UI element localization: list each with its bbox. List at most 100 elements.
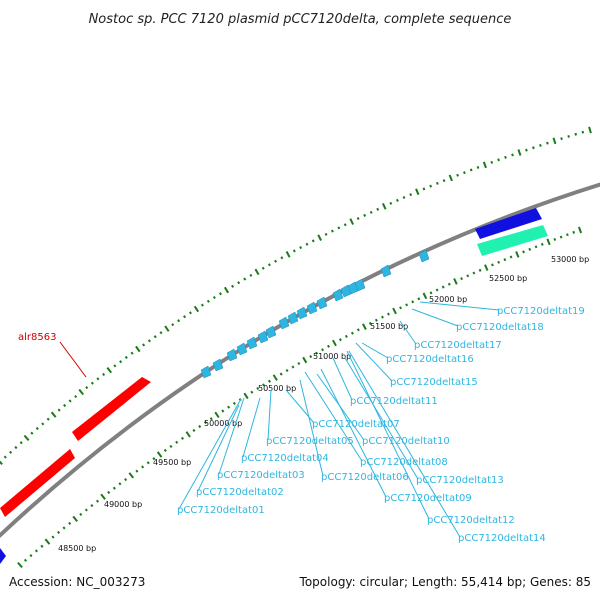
position-label: 49000 bp — [104, 500, 142, 509]
trna-arrow[interactable] — [200, 365, 212, 379]
trna-gene-cluster[interactable] — [200, 249, 430, 379]
major-tick — [193, 305, 200, 313]
trna-label[interactable]: pCC7120deltat15 — [390, 377, 478, 388]
minor-tick — [478, 268, 482, 272]
trna-label[interactable]: pCC7120deltat13 — [416, 475, 504, 486]
plasmid-backbone — [0, 182, 600, 539]
trna-label[interactable]: pCC7120deltat07 — [312, 419, 400, 430]
minor-tick — [581, 130, 585, 134]
trna-label[interactable]: pCC7120deltat10 — [362, 436, 450, 447]
minor-tick — [546, 141, 549, 145]
trna-label[interactable]: pCC7120deltat08 — [360, 457, 448, 468]
minor-tick — [560, 137, 563, 141]
major-tick — [50, 411, 57, 418]
trna-leader-line — [361, 342, 389, 359]
trna-label[interactable]: pCC7120deltat14 — [458, 533, 546, 544]
major-tick — [272, 374, 278, 381]
trna-arrow[interactable] — [236, 342, 248, 356]
major-tick — [577, 226, 583, 234]
minor-tick — [566, 233, 569, 237]
trna-label[interactable]: pCC7120deltat17 — [414, 340, 502, 351]
position-label: 48500 bp — [58, 544, 96, 553]
trna-label[interactable]: pCC7120deltat05 — [266, 436, 354, 447]
orf-red-2[interactable] — [72, 377, 151, 441]
trna-arrow[interactable] — [332, 288, 344, 302]
major-tick — [415, 188, 420, 196]
major-tick — [128, 472, 134, 479]
orf-blue-left-edge[interactable] — [0, 548, 6, 564]
minor-tick — [142, 343, 146, 347]
minor-tick — [338, 338, 342, 342]
trna-label[interactable]: pCC7120deltat12 — [427, 515, 515, 526]
minor-tick — [274, 259, 278, 263]
trna-arrow[interactable] — [306, 301, 318, 315]
minor-tick — [218, 292, 222, 296]
trna-arrow[interactable] — [278, 316, 290, 330]
minor-tick — [321, 348, 324, 352]
major-tick — [254, 268, 260, 276]
minor-tick — [221, 409, 225, 413]
minor-tick — [112, 486, 116, 490]
trna-leader-line — [344, 357, 419, 480]
trna-arrow[interactable] — [257, 330, 269, 344]
minor-tick — [574, 132, 578, 136]
minor-tick — [237, 281, 241, 285]
trna-label[interactable]: pCC7120deltat03 — [217, 470, 305, 481]
major-tick — [100, 493, 106, 500]
trna-arrow[interactable] — [212, 358, 224, 372]
minor-tick — [405, 303, 409, 307]
minor-tick — [409, 193, 413, 197]
minor-tick — [472, 271, 476, 275]
minor-tick — [231, 284, 235, 288]
red-orf-group[interactable] — [0, 377, 151, 517]
trna-label[interactable]: pCC7120deltat19 — [497, 306, 585, 317]
trna-label[interactable]: pCC7120deltat02 — [196, 487, 284, 498]
trna-label[interactable]: pCC7120deltat06 — [321, 472, 409, 483]
major-tick — [243, 392, 249, 400]
minor-tick — [95, 499, 100, 503]
trna-label[interactable]: pCC7120deltat18 — [456, 322, 544, 333]
minor-tick — [441, 285, 445, 289]
minor-tick — [188, 311, 192, 315]
trna-arrow[interactable] — [265, 325, 277, 339]
gene-label-alr8563[interactable]: alr8563 — [18, 332, 56, 343]
minor-tick — [57, 530, 61, 535]
major-tick — [78, 388, 84, 396]
orf-red-1[interactable] — [0, 449, 75, 517]
trna-arrow[interactable] — [296, 306, 308, 320]
trna-label[interactable]: pCC7120deltat16 — [386, 354, 474, 365]
minor-tick — [177, 319, 181, 323]
trna-arrow[interactable] — [246, 336, 258, 350]
minor-tick — [337, 226, 341, 230]
minor-tick — [79, 512, 83, 517]
minor-tick — [504, 155, 507, 159]
major-tick — [0, 460, 3, 465]
trna-arrow[interactable] — [226, 348, 238, 362]
trna-arrow[interactable] — [316, 296, 328, 310]
orf-blue-right[interactable] — [475, 208, 542, 239]
minor-tick — [171, 323, 175, 327]
trna-label[interactable]: pCC7120deltat01 — [177, 505, 265, 516]
major-tick — [106, 366, 112, 374]
minor-tick — [102, 372, 106, 376]
minor-tick — [280, 256, 284, 260]
minor-tick — [256, 386, 260, 391]
position-label: 49500 bp — [153, 458, 191, 467]
minor-tick — [119, 360, 123, 364]
major-tick — [453, 278, 458, 285]
orf-teal-right[interactable] — [477, 225, 548, 256]
trna-leader-line — [299, 379, 324, 477]
minor-tick — [135, 469, 139, 473]
minor-tick — [356, 216, 360, 221]
trna-arrow[interactable] — [354, 278, 366, 292]
trna-arrow[interactable] — [418, 249, 430, 263]
trna-label[interactable]: pCC7120deltat11 — [350, 396, 438, 407]
trna-arrow[interactable] — [287, 311, 299, 325]
trna-label[interactable]: pCC7120deltat09 — [384, 493, 472, 504]
minor-tick — [74, 394, 78, 399]
minor-tick — [85, 386, 89, 390]
trna-arrow[interactable] — [380, 264, 392, 278]
minor-tick — [376, 207, 380, 211]
minor-tick — [175, 440, 179, 444]
trna-label[interactable]: pCC7120deltat04 — [241, 453, 329, 464]
